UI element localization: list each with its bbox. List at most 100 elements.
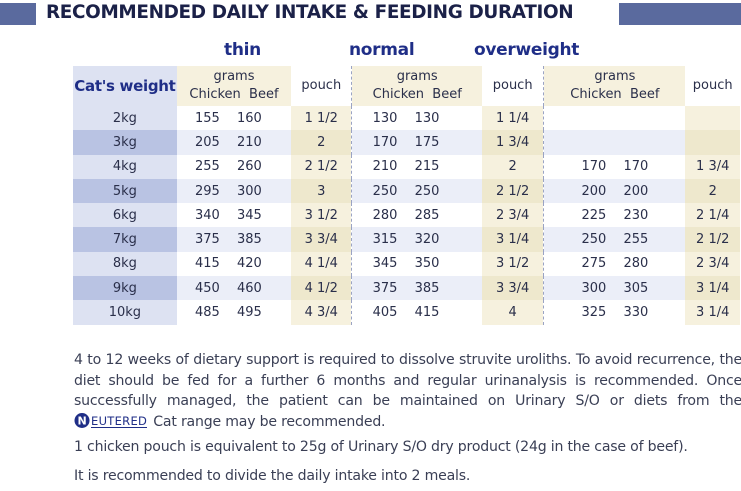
chicken-grams: 205 [194,134,220,150]
normal-grams-cell: 345 350 [351,251,482,277]
beef-grams: 350 [414,256,440,272]
chicken-grams: 325 [581,305,607,321]
beef-label: Beef [249,87,279,102]
beef-grams: 415 [414,305,440,321]
overweight-pouch-cell: 1 3/4 [685,154,740,179]
normal-pouch-cell: 3 3/4 [481,276,545,301]
thin-pouch-cell: 4 1/4 [291,251,353,277]
thin-pouch-cell: 3 [291,178,353,204]
thin-pouch-cell: 4 1/2 [291,276,353,301]
chicken-grams: 155 [194,110,220,126]
beef-grams: 175 [414,134,440,150]
weight-cell: 8kg [73,251,177,277]
chicken-grams: 200 [581,183,607,199]
table-row: 6kg 340 345 3 1/2 280 285 2 3/4 225 230 2 1/4 [73,203,740,228]
chicken-grams: 405 [372,305,398,321]
beef-grams: 285 [414,207,440,223]
chicken-grams: 225 [581,207,607,223]
weight-cell: 10kg [73,300,177,325]
dietary-support-paragraph: 4 to 12 weeks of dietary support is requ… [74,350,741,432]
overweight-grams-cell [543,130,686,155]
beef-grams: 250 [414,183,440,199]
weight-cell: 2kg [73,106,177,131]
chicken-grams: 210 [372,159,398,175]
weight-cell: 3kg [73,130,177,155]
beef-grams: 215 [414,159,440,175]
svg-text:N: N [77,414,86,427]
pouch-header-normal: pouch [481,66,545,106]
beef-grams: 305 [623,280,649,296]
feeding-table: Cat's weight grams Chicken Beef pouch gr… [73,66,740,325]
chicken-grams: 250 [581,232,607,248]
table-row: 7kg 375 385 3 3/4 315 320 3 1/4 250 255 2 1/2 [73,227,740,252]
beef-grams: 460 [236,280,262,296]
beef-grams: 230 [623,207,649,223]
normal-pouch-cell: 4 [481,300,545,325]
chicken-grams: 130 [372,110,398,126]
table-row: 10kg 485 495 4 3/4 405 415 4 325 330 3 1/4 [73,300,740,325]
overweight-grams-cell: 200 200 [543,178,686,204]
page-title: RECOMMENDED DAILY INTAKE & FEEDING DURAT… [46,2,574,23]
title-accent-left [0,3,36,25]
thin-grams-cell: 375 385 [176,227,292,252]
neutered-logo-icon: N EUTERED [74,412,147,428]
overweight-grams-cell: 325 330 [543,300,686,325]
table-row: 2kg 155 160 1 1/2 130 130 1 1/4 [73,106,740,131]
chicken-grams: 450 [194,280,220,296]
thin-grams-cell: 485 495 [176,300,292,325]
chicken-label: Chicken [189,87,241,102]
pouch-header-overweight: pouch [685,66,740,106]
beef-label: Beef [629,87,660,102]
thin-pouch-cell: 1 1/2 [291,106,353,131]
condition-overweight: overweight [474,40,580,60]
thin-grams-cell: 295 300 [176,178,292,204]
overweight-grams-cell: 250 255 [543,227,686,252]
normal-pouch-cell: 2 3/4 [481,203,545,228]
grams-label: grams [396,69,438,84]
normal-grams-cell: 405 415 [351,300,482,325]
beef-grams: 330 [623,305,649,321]
beef-grams: 255 [623,232,649,248]
thin-pouch-cell: 4 3/4 [291,300,353,325]
chicken-label: Chicken [372,87,425,102]
chicken-beef-label: Chicken Beef [177,86,291,104]
svg-text:EUTERED: EUTERED [91,414,147,428]
thin-grams-cell: 340 345 [176,203,292,228]
weight-cell: 4kg [73,154,177,179]
normal-grams-cell: 280 285 [351,203,482,228]
beef-grams: 200 [623,183,649,199]
normal-pouch-cell: 1 1/4 [481,106,545,131]
overweight-pouch-cell: 2 1/2 [685,227,740,252]
overweight-grams-cell: 300 305 [543,276,686,301]
beef-label: Beef [432,87,462,102]
normal-grams-cell: 130 130 [351,106,482,131]
beef-grams: 385 [236,232,262,248]
overweight-pouch-cell: 2 [685,178,740,204]
normal-pouch-cell: 2 1/2 [481,178,545,204]
pouch-header-thin: pouch [291,66,353,106]
grams-header-overweight: grams Chicken Beef [543,66,686,106]
thin-pouch-cell: 2 [291,130,353,155]
thin-pouch-cell: 2 1/2 [291,154,353,179]
normal-grams-cell: 375 385 [351,276,482,301]
table-row: 9kg 450 460 4 1/2 375 385 3 3/4 300 305 3 1/4 [73,276,740,301]
overweight-grams-cell: 275 280 [543,251,686,277]
overweight-grams-cell: 225 230 [543,203,686,228]
neutered-logo: N EUTERED [74,412,149,429]
chicken-beef-label: Chicken Beef [544,86,685,104]
beef-grams: 160 [236,110,262,126]
beef-grams: 420 [236,256,262,272]
thin-grams-cell: 205 210 [176,130,292,155]
beef-grams: 260 [236,159,262,175]
normal-pouch-cell: 3 1/2 [481,251,545,277]
overweight-pouch-cell: 2 3/4 [685,251,740,277]
beef-grams: 345 [236,207,262,223]
weight-cell: 9kg [73,276,177,301]
overweight-grams-cell [543,106,686,131]
chicken-grams: 275 [581,256,607,272]
table-header-row: Cat's weight grams Chicken Beef pouch gr… [73,66,740,106]
overweight-pouch-cell: 3 1/4 [685,276,740,301]
chicken-grams: 415 [194,256,220,272]
overweight-pouch-cell: 3 1/4 [685,300,740,325]
beef-grams: 495 [236,305,262,321]
